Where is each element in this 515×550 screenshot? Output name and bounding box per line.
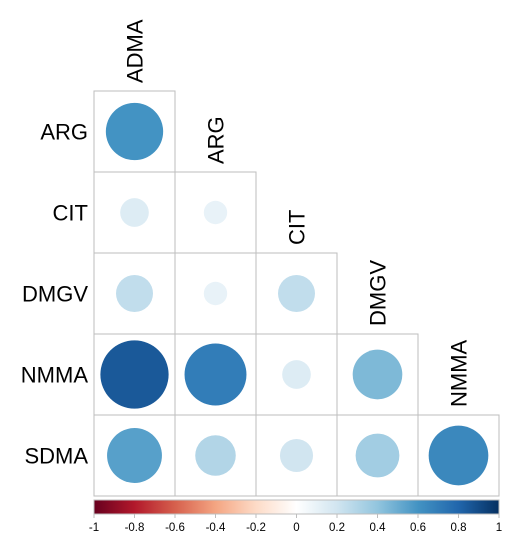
- cell-sdma-dmgv: [336, 414, 419, 497]
- row-labels: ARG CIT DMGV NMMA SDMA: [21, 120, 89, 469]
- correlation-circle-sdma-arg: [195, 435, 236, 476]
- correlation-circle-nmma-cit: [282, 360, 311, 389]
- correlation-circle-dmgv-cit: [278, 275, 315, 312]
- colorbar-tick-label: 0.8: [451, 522, 467, 534]
- colorbar-tick-label: -0.2: [246, 522, 266, 534]
- column-labels: ADMA ARG CIT DMGV NMMA: [123, 19, 472, 407]
- column-label-adma: ADMA: [123, 19, 148, 83]
- correlation-circle-nmma-dmgv: [352, 349, 403, 400]
- column-label-dmgv: DMGV: [366, 260, 391, 326]
- correlation-circle-cit-arg: [203, 200, 228, 225]
- colorbar: -1 -0.8 -0.6 -0.4 -0.2 0 0.2 0.4 0.6 0.8 1: [89, 499, 502, 534]
- circles-layer: [100, 102, 489, 486]
- colorbar-tick-label: -1: [89, 522, 99, 534]
- correlation-circle-sdma-cit: [279, 438, 314, 473]
- correlation-circle-nmma-adma: [100, 340, 169, 409]
- column-label-nmma: NMMA: [447, 339, 472, 407]
- row-label-arg: ARG: [40, 120, 88, 145]
- colorbar-tick-label: -0.8: [125, 522, 145, 534]
- correlation-circle-nmma-arg: [184, 343, 247, 406]
- correlation-circle-dmgv-adma: [116, 275, 153, 312]
- correlation-circle-sdma-nmma: [428, 425, 489, 486]
- colorbar-tick-label: 0: [293, 522, 299, 534]
- correlation-circle-arg-adma: [105, 102, 164, 161]
- correlation-circle-sdma-dmgv: [355, 433, 400, 478]
- correlation-circle-sdma-adma: [107, 428, 162, 483]
- column-label-arg: ARG: [204, 116, 229, 164]
- colorbar-gradient: [93, 499, 500, 515]
- colorbar-tick-label: -0.4: [206, 522, 226, 534]
- colorbar-tick-label: -0.6: [165, 522, 185, 534]
- column-label-cit: CIT: [285, 210, 310, 245]
- colorbar-tick-label: 1: [496, 522, 502, 534]
- colorbar-tick-label: 0.2: [329, 522, 345, 534]
- row-label-cit: CIT: [53, 201, 88, 226]
- colorbar-tick-label: 0.4: [370, 522, 387, 534]
- correlation-circle-cit-adma: [120, 198, 149, 227]
- row-label-nmma: NMMA: [21, 363, 89, 388]
- row-label-dmgv: DMGV: [22, 282, 88, 307]
- row-label-sdma: SDMA: [24, 444, 88, 469]
- correlation-circle-dmgv-arg: [203, 281, 228, 306]
- colorbar-tick-label: 0.6: [410, 522, 426, 534]
